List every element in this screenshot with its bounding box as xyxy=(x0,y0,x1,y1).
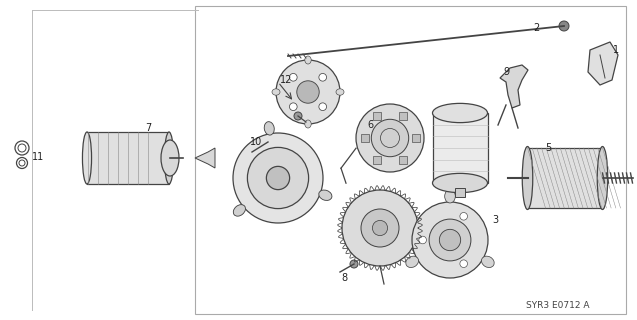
Bar xyxy=(455,188,465,197)
Bar xyxy=(87,132,169,184)
Bar xyxy=(373,112,382,120)
Bar xyxy=(412,134,420,142)
Ellipse shape xyxy=(304,56,311,64)
Circle shape xyxy=(559,21,569,31)
Circle shape xyxy=(289,74,297,81)
Circle shape xyxy=(371,119,409,157)
Text: 1: 1 xyxy=(613,45,619,55)
Ellipse shape xyxy=(164,132,173,184)
Bar xyxy=(399,156,407,164)
Ellipse shape xyxy=(272,89,280,95)
Circle shape xyxy=(460,260,468,268)
Circle shape xyxy=(247,148,308,209)
Polygon shape xyxy=(195,148,215,168)
Text: 11: 11 xyxy=(32,152,44,162)
Ellipse shape xyxy=(522,147,533,210)
Circle shape xyxy=(356,104,424,172)
Ellipse shape xyxy=(318,190,332,200)
Circle shape xyxy=(233,133,323,223)
Circle shape xyxy=(342,190,418,266)
Circle shape xyxy=(319,103,327,110)
Ellipse shape xyxy=(304,120,311,128)
Bar xyxy=(361,134,368,142)
Circle shape xyxy=(319,74,327,81)
Ellipse shape xyxy=(433,173,487,193)
Polygon shape xyxy=(500,65,528,108)
Circle shape xyxy=(294,112,302,120)
Ellipse shape xyxy=(161,140,179,176)
Ellipse shape xyxy=(406,256,419,268)
Circle shape xyxy=(361,209,399,247)
Ellipse shape xyxy=(445,190,455,203)
Text: 8: 8 xyxy=(341,273,347,283)
Circle shape xyxy=(412,202,488,278)
Ellipse shape xyxy=(82,132,92,184)
Text: 3: 3 xyxy=(492,215,498,225)
Ellipse shape xyxy=(336,89,344,95)
Bar xyxy=(373,156,382,164)
Circle shape xyxy=(350,260,358,268)
Text: 6: 6 xyxy=(367,120,373,130)
Text: 2: 2 xyxy=(533,23,539,33)
Text: 7: 7 xyxy=(145,123,151,133)
Circle shape xyxy=(460,212,468,220)
Text: 5: 5 xyxy=(545,143,551,153)
Circle shape xyxy=(429,219,471,261)
Circle shape xyxy=(297,81,319,103)
Text: 12: 12 xyxy=(280,75,292,85)
Bar xyxy=(433,113,487,183)
Circle shape xyxy=(419,236,426,244)
Ellipse shape xyxy=(433,103,487,123)
Polygon shape xyxy=(588,42,618,85)
Ellipse shape xyxy=(482,256,494,268)
Bar xyxy=(399,112,407,120)
Bar xyxy=(527,148,603,208)
Ellipse shape xyxy=(233,204,245,216)
Circle shape xyxy=(276,60,340,124)
Text: SYR3 E0712 A: SYR3 E0712 A xyxy=(526,300,590,309)
Ellipse shape xyxy=(248,148,255,156)
Circle shape xyxy=(289,103,297,110)
Circle shape xyxy=(440,229,461,251)
Ellipse shape xyxy=(598,147,608,210)
Text: 10: 10 xyxy=(250,137,262,147)
Circle shape xyxy=(266,166,290,190)
Circle shape xyxy=(373,220,387,236)
Text: 9: 9 xyxy=(503,67,509,77)
Ellipse shape xyxy=(264,122,275,135)
